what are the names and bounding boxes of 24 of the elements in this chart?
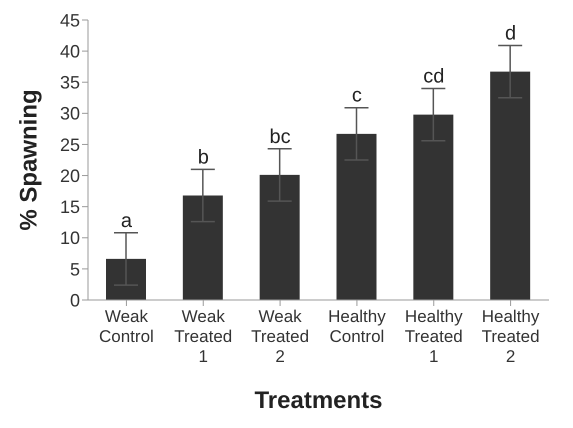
y-tick-label: 5 [70, 259, 80, 280]
y-tick-label: 25 [60, 134, 80, 155]
annotation: bc [270, 126, 291, 148]
x-tick-label: Healthy Control [328, 307, 386, 346]
y-tick-label: 30 [60, 104, 80, 124]
annotation: c [352, 84, 362, 107]
x-tick-label: Weak Treated 1 [174, 307, 232, 366]
x-axis-title: Treatments [254, 387, 383, 414]
annotation: cd [423, 65, 444, 88]
y-tick-label: 0 [70, 290, 80, 310]
x-tick-label: Healthy Treated 2 [482, 307, 540, 366]
x-tick-label: Healthy Treated 1 [404, 307, 464, 366]
y-tick-label: 15 [60, 197, 80, 218]
x-tick-label: Weak Control [99, 307, 154, 346]
y-tick-label: 40 [60, 42, 80, 62]
x-tick-label: Weak Treated 2 [251, 307, 310, 366]
y-tick-label: 45 [60, 10, 80, 30]
annotation: b [198, 146, 209, 168]
y-tick-label: 20 [60, 166, 80, 186]
annotation: d [505, 22, 516, 45]
y-tick-label: 10 [60, 228, 80, 248]
annotation: a [120, 210, 133, 232]
y-tick-label: 35 [60, 72, 80, 93]
y-axis-title: % Spawning [16, 89, 43, 231]
